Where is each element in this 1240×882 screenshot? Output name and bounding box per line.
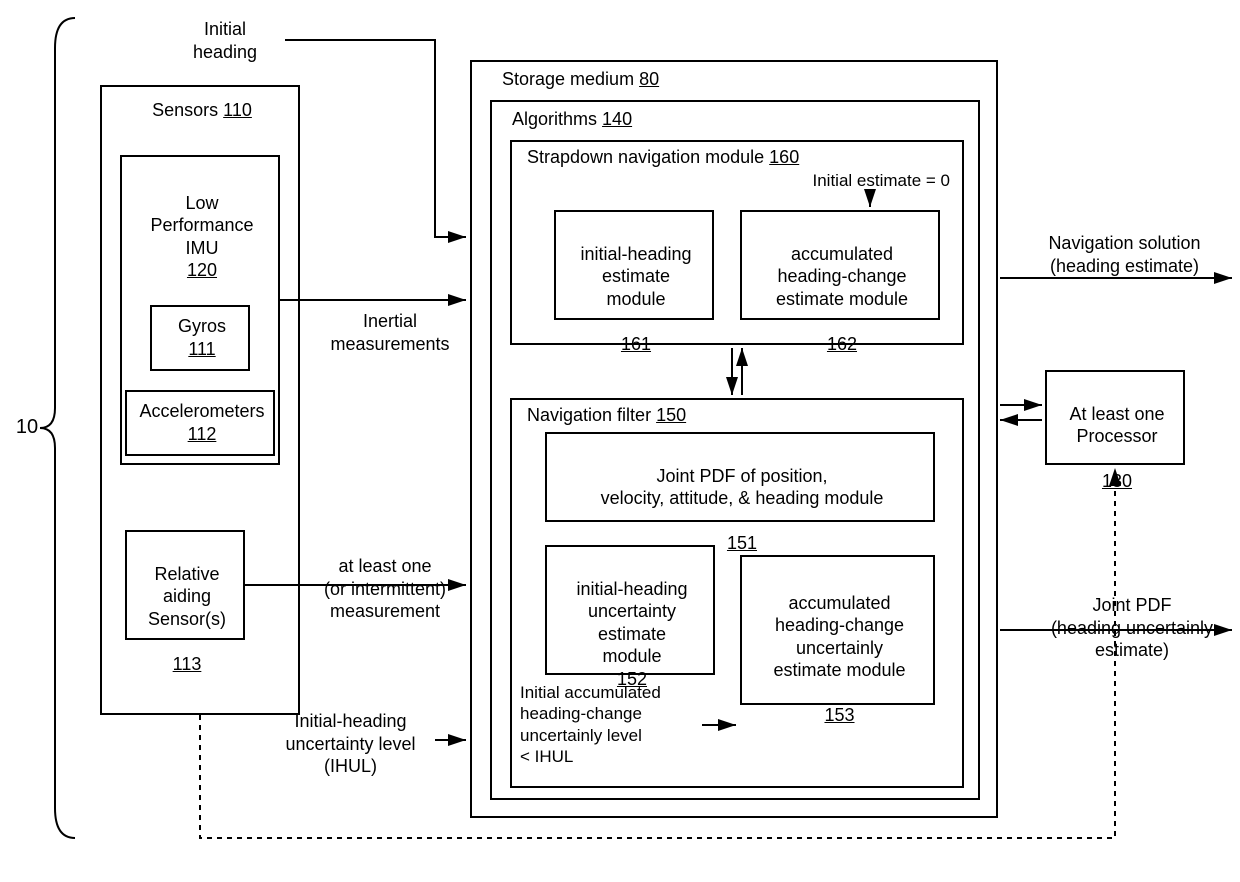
mod152-title: initial-heading uncertainty estimate mod… — [576, 579, 687, 667]
processor-content: At least one Processor 130 — [1052, 380, 1182, 493]
storage-title: Storage medium 80 — [502, 68, 742, 91]
mod162-title: accumulated heading-change estimate modu… — [776, 244, 908, 309]
mod151-content: Joint PDF of position, velocity, attitud… — [557, 442, 927, 555]
algos-ref: 140 — [602, 109, 632, 129]
accel-title: Accelerometers — [139, 401, 264, 421]
storage-title-text: Storage medium — [502, 69, 634, 89]
navfilter-title-text: Navigation filter — [527, 405, 651, 425]
strapdown-title: Strapdown navigation module 160 — [527, 146, 927, 169]
label-at-least-one: at least one (or intermittent) measureme… — [310, 555, 460, 623]
mod161-content: initial-heading estimate module 161 — [561, 220, 711, 355]
sensors-title-text: Sensors — [152, 100, 218, 120]
mod153-content: accumulated heading-change uncertainly e… — [747, 569, 932, 727]
box-mod162: accumulated heading-change estimate modu… — [740, 210, 940, 320]
box-imu-title: Low Performance IMU 120 — [132, 169, 272, 282]
label-inertial-measurements: Inertial measurements — [320, 310, 460, 355]
imu-title-text: Low Performance IMU — [150, 193, 253, 258]
strapdown-title-text: Strapdown navigation module — [527, 147, 764, 167]
system-ref-label: 10 — [12, 415, 42, 440]
arrow-initial-heading — [285, 40, 466, 237]
algos-title-text: Algorithms — [512, 109, 597, 129]
mod162-content: accumulated heading-change estimate modu… — [747, 220, 937, 355]
strapdown-ref: 160 — [769, 147, 799, 167]
imu-ref: 120 — [187, 260, 217, 280]
label-ihul: Initial-heading uncertainty level (IHUL) — [268, 710, 433, 778]
box-accel: Accelerometers 112 — [125, 390, 275, 456]
box-mod153: accumulated heading-change uncertainly e… — [740, 555, 935, 705]
mod161-ref: 161 — [621, 334, 651, 354]
mod153-title: accumulated heading-change uncertainly e… — [773, 593, 905, 681]
mod151-title: Joint PDF of position, velocity, attitud… — [601, 466, 884, 509]
processor-title: At least one Processor — [1069, 404, 1164, 447]
diagram-canvas: 10 Initial heading Sensors 110 Low Perfo… — [0, 0, 1240, 882]
box-gyros: Gyros 111 — [150, 305, 250, 371]
navfilter-ref: 150 — [656, 405, 686, 425]
relaid-ref: 113 — [173, 654, 202, 674]
brace-system — [40, 18, 75, 838]
accel-content: Accelerometers 112 — [127, 400, 277, 445]
label-nav-solution: Navigation solution (heading estimate) — [1022, 232, 1227, 277]
gyros-content: Gyros 111 — [152, 315, 252, 360]
box-mod152: initial-heading uncertainty estimate mod… — [545, 545, 715, 675]
box-mod151: Joint PDF of position, velocity, attitud… — [545, 432, 935, 522]
navfilter-title: Navigation filter 150 — [527, 404, 787, 427]
storage-ref: 80 — [639, 69, 659, 89]
label-init-accum-ihul: Initial accumulated heading-change uncer… — [520, 682, 710, 767]
mod152-content: initial-heading uncertainty estimate mod… — [552, 555, 712, 690]
mod153-ref: 153 — [824, 705, 854, 725]
sensors-ref: 110 — [223, 100, 252, 120]
box-sensors-title: Sensors 110 — [127, 99, 277, 122]
box-processor: At least one Processor 130 — [1045, 370, 1185, 465]
relaid-title: Relative aiding Sensor(s) — [148, 564, 226, 629]
label-initial-heading: Initial heading — [170, 18, 280, 63]
gyros-title: Gyros — [178, 316, 226, 336]
box-mod161: initial-heading estimate module 161 — [554, 210, 714, 320]
label-initial-estimate-zero: Initial estimate = 0 — [770, 170, 950, 191]
label-joint-pdf-out: Joint PDF (heading uncertainly estimate) — [1032, 594, 1232, 662]
gyros-ref: 111 — [188, 339, 215, 359]
mod161-title: initial-heading estimate module — [580, 244, 691, 309]
relaid-content: Relative aiding Sensor(s) 113 — [127, 540, 247, 675]
mod162-ref: 162 — [827, 334, 857, 354]
box-relative-aiding: Relative aiding Sensor(s) 113 — [125, 530, 245, 640]
accel-ref: 112 — [188, 424, 217, 444]
processor-ref: 130 — [1102, 471, 1132, 491]
mod151-ref: 151 — [727, 533, 757, 553]
algos-title: Algorithms 140 — [512, 108, 712, 131]
